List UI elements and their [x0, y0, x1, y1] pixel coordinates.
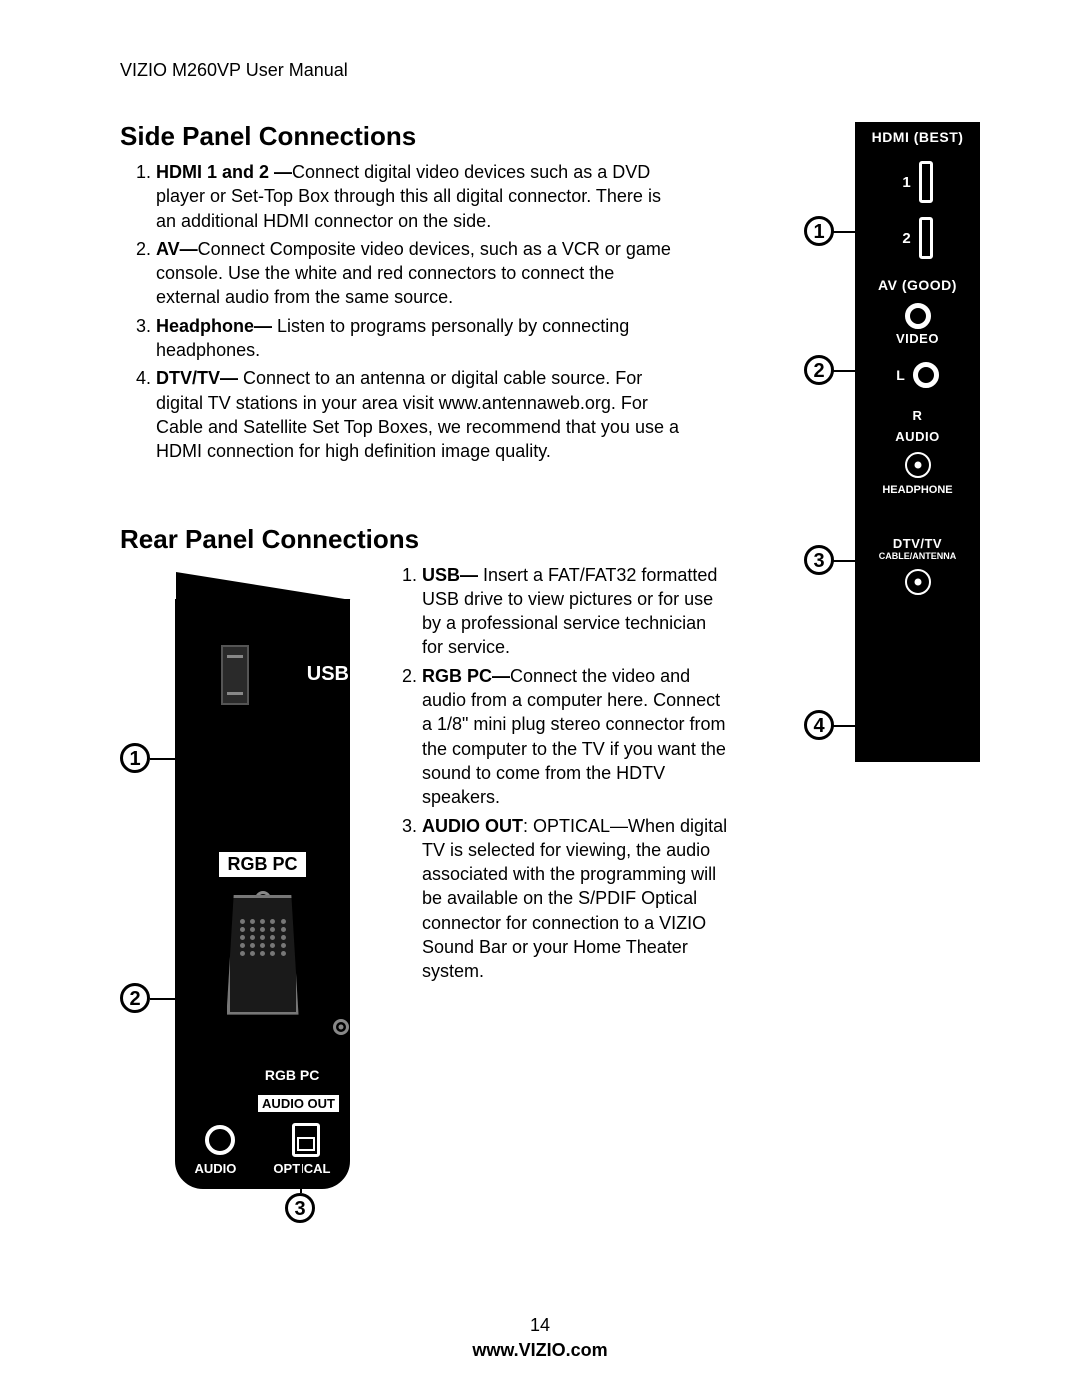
audio-label: AUDIO: [195, 1161, 237, 1176]
rear-item-3: AUDIO OUT: OPTICAL—When digital TV is se…: [422, 814, 730, 984]
side-callout-4: 4: [804, 710, 834, 740]
audio-label-side: AUDIO: [856, 429, 979, 444]
rgbpc-label: RGB PC: [265, 1067, 319, 1083]
cable-antenna-label: CABLE/ANTENNA: [856, 551, 979, 561]
side-callout-2: 2: [804, 355, 834, 385]
rear-item-2: RGB PC—Connect the video and audio from …: [422, 664, 730, 810]
page-footer: 14 www.VIZIO.com: [0, 1315, 1080, 1361]
side-callout-1: 1: [804, 216, 834, 246]
usb-label: USB: [307, 663, 349, 686]
rear-item-1: USB— Insert a FAT/FAT32 formatted USB dr…: [422, 563, 730, 660]
audio-l-jack-icon: [913, 362, 939, 388]
rear-panel-title: Rear Panel Connections: [120, 524, 980, 555]
side-panel-title: Side Panel Connections: [120, 121, 680, 152]
side-item-2: AV—Connect Composite video devices, such…: [156, 237, 680, 310]
page-number: 14: [0, 1315, 1080, 1336]
rear-callout-1: 1: [120, 743, 150, 773]
side-panel-connections-section: Side Panel Connections HDMI 1 and 2 —Con…: [120, 121, 680, 464]
side-item-4: DTV/TV— Connect to an antenna or digital…: [156, 366, 680, 463]
dtvtv-label: DTV/TV: [856, 536, 979, 551]
rear-panel-connections-section: Rear Panel Connections USB RGB PC: [120, 524, 980, 1189]
headphone-jack-icon: [905, 452, 931, 478]
audio-r-label: R: [856, 408, 979, 423]
video-label: VIDEO: [856, 331, 979, 346]
audio-l-label: L: [896, 367, 905, 383]
audio-out-heading: AUDIO OUT: [258, 1095, 339, 1112]
hdmi-best-label: HDMI (BEST): [856, 123, 979, 155]
side-item-1: HDMI 1 and 2 —Connect digital video devi…: [156, 160, 680, 233]
rear-callout-2: 2: [120, 983, 150, 1013]
hdmi-port-1-icon: [919, 161, 933, 203]
manual-header: VIZIO M260VP User Manual: [120, 60, 980, 81]
av-good-label: AV (GOOD): [856, 273, 979, 297]
side-panel-diagram: HDMI (BEST) 1 2 AV (GOOD) VIDEO L R AUDI…: [855, 122, 980, 762]
usb-port-icon: [221, 645, 249, 705]
video-jack-icon: [905, 303, 931, 329]
rgb-pc-heading: RGB PC: [219, 852, 305, 877]
rear-panel-diagram: USB RGB PC: [175, 599, 350, 1189]
audio-jack-icon: [205, 1125, 235, 1155]
hdmi-1-num: 1: [902, 174, 910, 191]
hdmi-port-2-icon: [919, 217, 933, 259]
hdmi-2-num: 2: [902, 230, 910, 247]
antenna-jack-icon: [905, 569, 931, 595]
vga-port-icon: [227, 895, 299, 1015]
headphone-label: HEADPHONE: [856, 484, 979, 496]
optical-port-icon: [292, 1123, 320, 1157]
rear-callout-3: 3: [285, 1193, 315, 1223]
side-item-3: Headphone— Listen to programs personally…: [156, 314, 680, 363]
footer-site: www.VIZIO.com: [0, 1340, 1080, 1361]
side-callout-3: 3: [804, 545, 834, 575]
